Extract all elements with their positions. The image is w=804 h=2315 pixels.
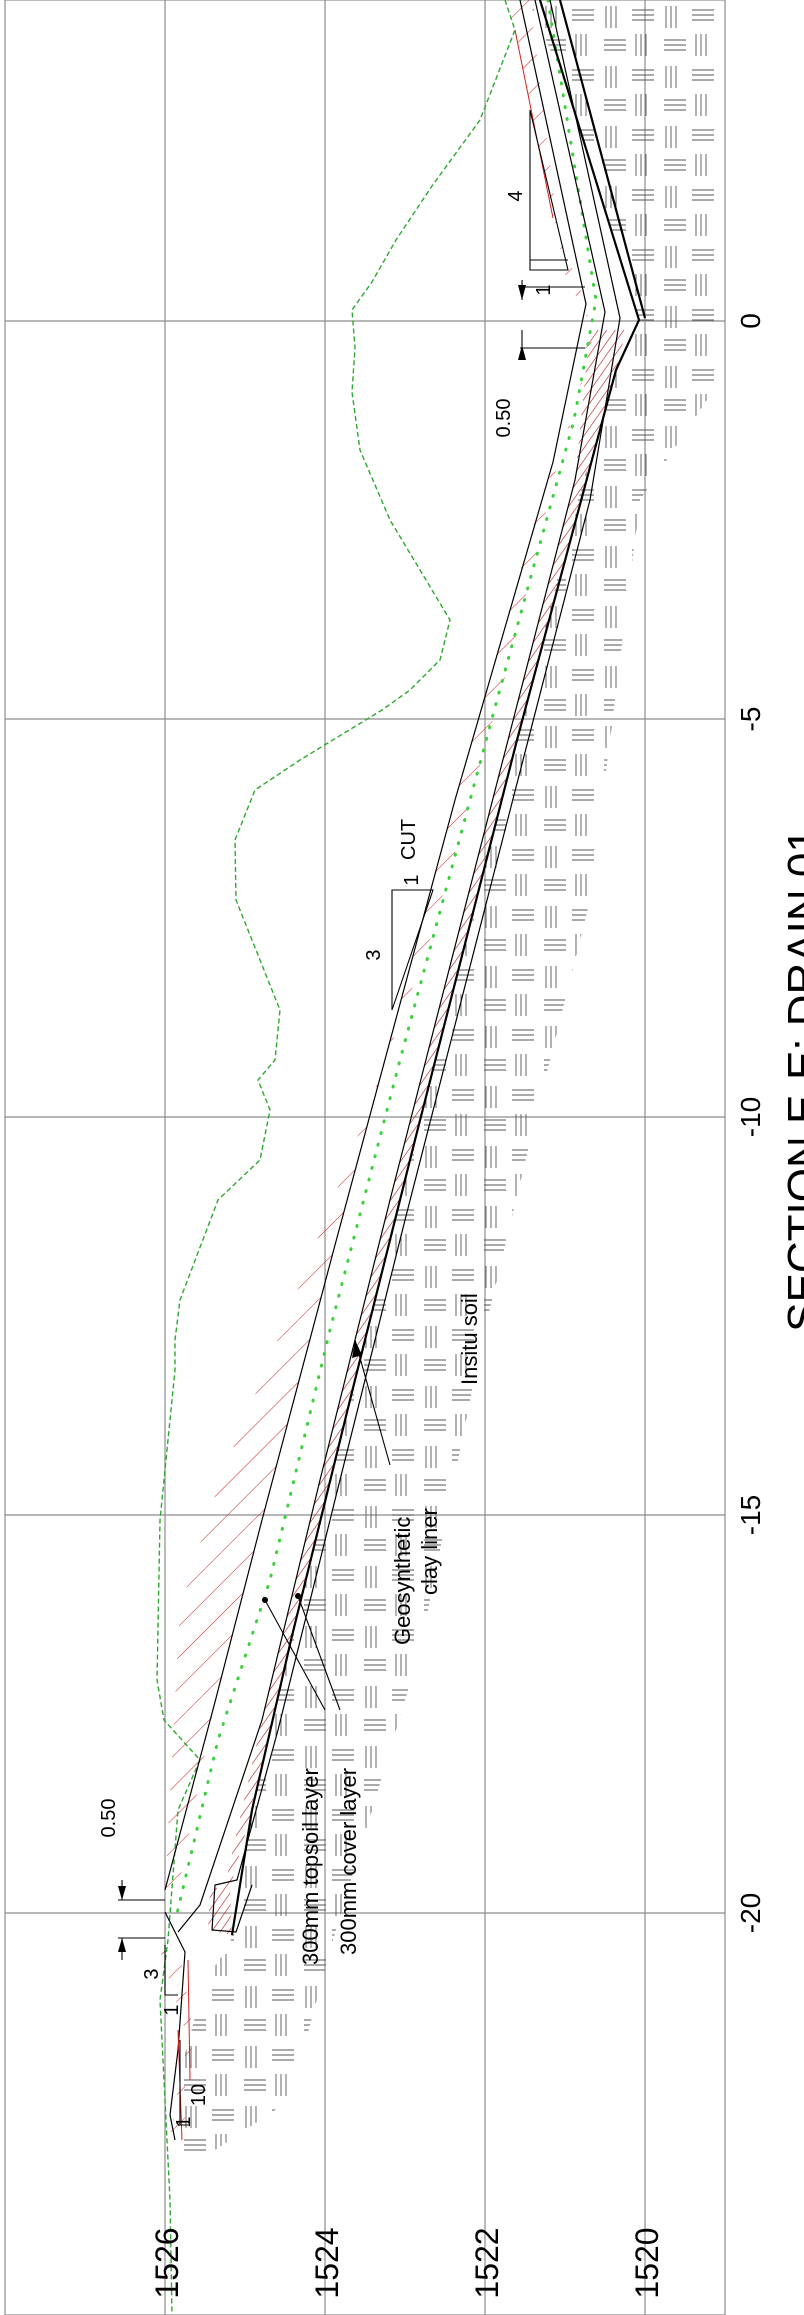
- insitu-soil-zone: [170, 0, 720, 2160]
- x-axis-labels: 0 -5 -10 -15 -20: [735, 313, 766, 1933]
- slope-main-run: 3: [363, 949, 385, 960]
- left-swale: [164, 1911, 186, 2141]
- slope-left-run: 3: [141, 1968, 163, 1979]
- grid-frame: [4, 0, 726, 2315]
- x-label-minus20: -20: [735, 1893, 766, 1933]
- x-label-minus15: -15: [735, 1495, 766, 1535]
- topsoil-label: 300mm topsoil layer: [298, 1768, 323, 1965]
- slope-main-rise: 1: [401, 874, 423, 885]
- dimension-width-right: 0.50: [493, 280, 585, 437]
- slope-right-run: 4: [505, 190, 527, 201]
- layer-callouts: 300mm topsoil layer 300mm cover layer Ge…: [262, 1293, 482, 1965]
- slope-triangle-right: 4 1: [505, 109, 569, 296]
- width-right-label: 0.50: [493, 399, 515, 438]
- geosynthetic-label-2: clay liner: [417, 1508, 442, 1595]
- elev-label-1524: 1524: [309, 2227, 345, 2298]
- excavation-base-right: [558, 0, 647, 319]
- insitu-soil-label: Insitu soil: [457, 1293, 482, 1385]
- cut-zone: [165, 0, 592, 1890]
- section-title: SECTION E-E: DRAIN 01: [779, 828, 804, 1332]
- elevation-labels: 1526 1524 1522 1520: [149, 2227, 665, 2298]
- slope-right-rise: 1: [533, 284, 555, 295]
- x-label-0: 0: [735, 313, 766, 329]
- elev-label-1526: 1526: [149, 2227, 185, 2298]
- dimension-width-left: 0.50: [98, 1799, 165, 1960]
- slope-left-small-run: 10: [188, 2084, 210, 2106]
- cut-label: CUT: [398, 819, 420, 860]
- x-label-minus10: -10: [735, 1097, 766, 1137]
- liner-top: [211, 0, 621, 1933]
- geosynthetic-label-1: Geosynthetic: [390, 1517, 415, 1645]
- excavation-base: [230, 0, 641, 1936]
- cover-label: 300mm cover layer: [336, 1768, 361, 1955]
- natural-ground-line: [156, 0, 516, 2315]
- x-label-minus5: -5: [735, 707, 766, 732]
- elev-label-1522: 1522: [469, 2227, 505, 2298]
- slope-triangle-left: 3 1 10 1: [141, 1945, 210, 2128]
- slope-left-small-rise: 1: [173, 2116, 195, 2127]
- topsoil-base: [177, 0, 606, 1933]
- finished-surface: [164, 0, 587, 1891]
- slope-triangle-cut: CUT 3 1: [363, 819, 434, 1011]
- slope-left-rise: 1: [161, 2004, 183, 2015]
- elev-label-1520: 1520: [629, 2227, 665, 2298]
- clay-liner-band: [208, 330, 626, 1935]
- width-left-label: 0.50: [98, 1799, 120, 1838]
- cut-zone-left: [160, 1950, 195, 2140]
